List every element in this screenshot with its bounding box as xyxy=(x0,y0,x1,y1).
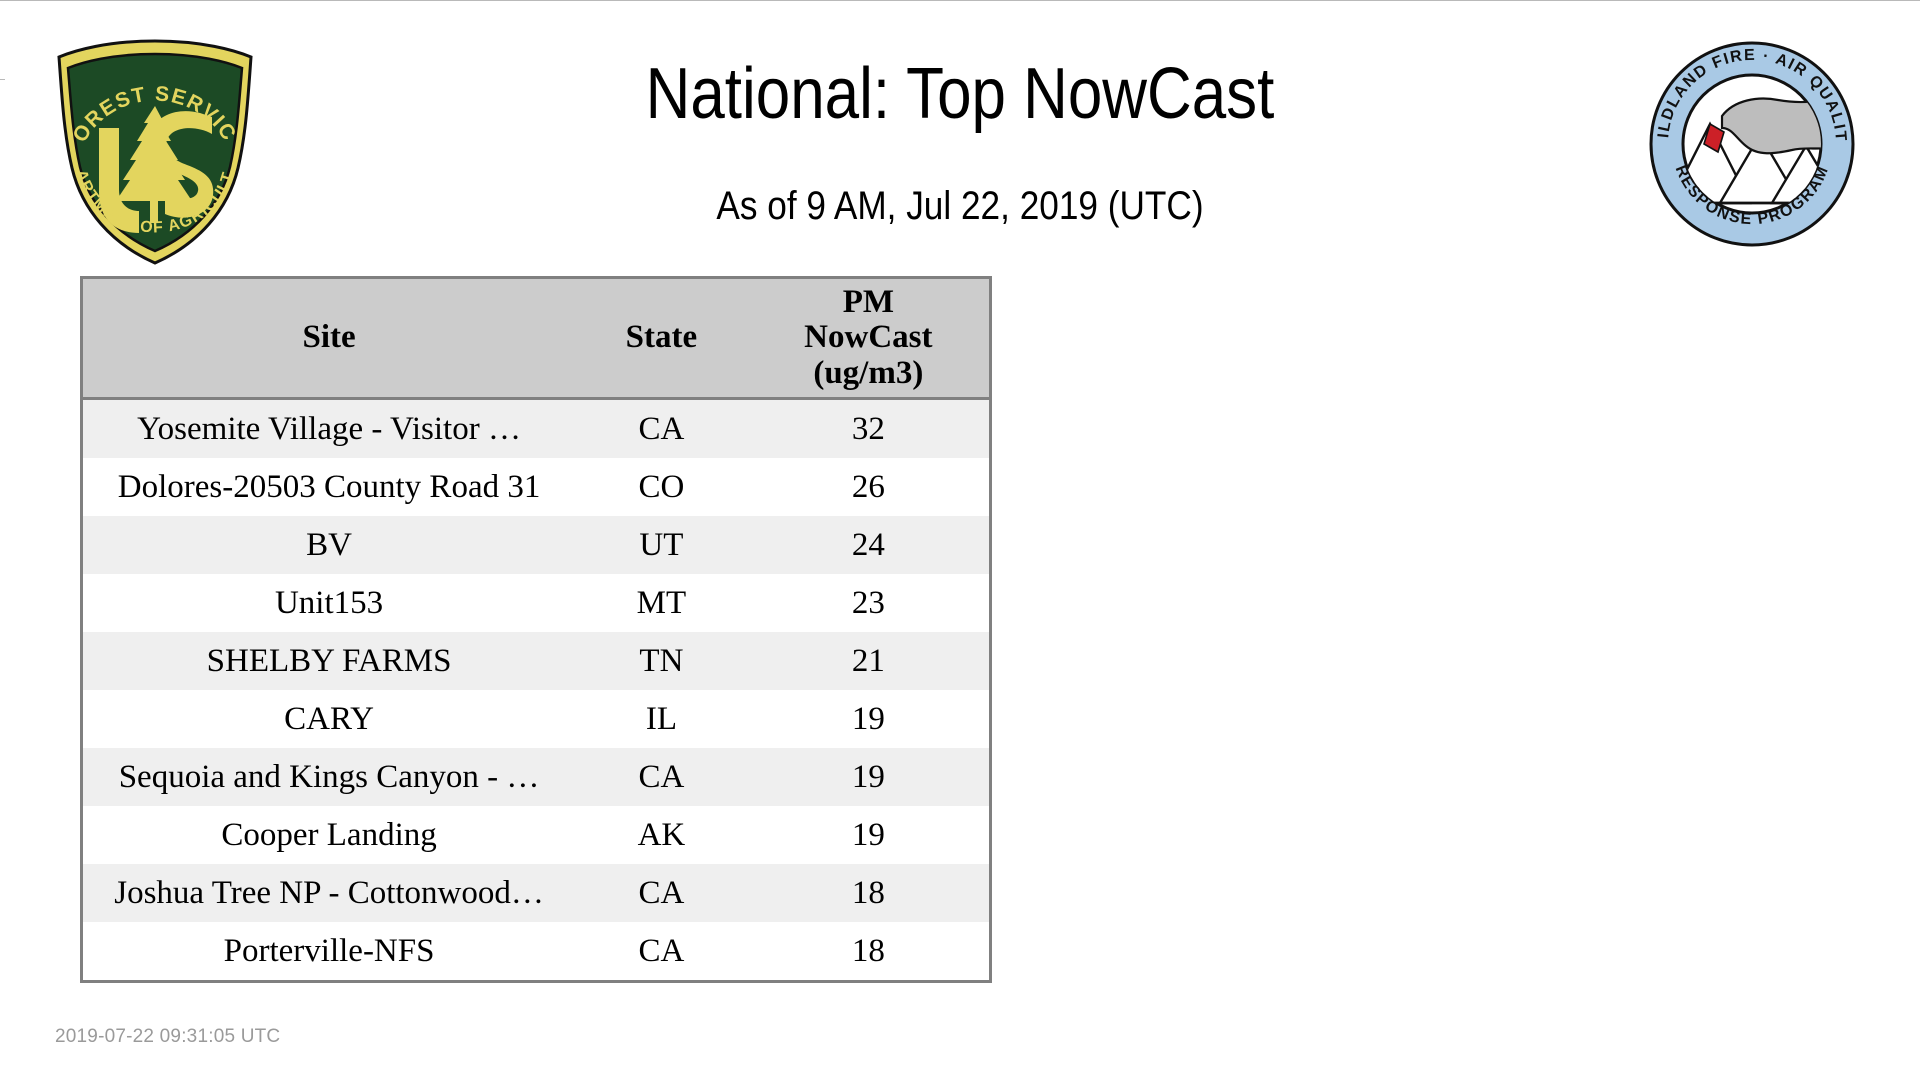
table-row: BV UT 24 xyxy=(81,516,991,574)
forest-service-shield-logo: FOREST SERVICE DEPARTMENT OF AGRICULTURE xyxy=(52,38,258,266)
left-edge-tick xyxy=(0,79,5,80)
cell-state: IL xyxy=(575,690,748,748)
table-row: Yosemite Village - Visitor … CA 32 xyxy=(81,398,991,458)
column-header-pm-line-1: PM xyxy=(842,283,894,320)
cell-pm: 23 xyxy=(747,574,991,632)
cell-pm: 18 xyxy=(747,922,991,982)
cell-pm: 24 xyxy=(747,516,991,574)
cell-site: Porterville-NFS xyxy=(81,922,576,982)
column-header-site: Site xyxy=(81,277,576,400)
cell-site: Sequoia and Kings Canyon - … xyxy=(81,748,576,806)
table-row: Sequoia and Kings Canyon - … CA 19 xyxy=(81,748,991,806)
table-row: Cooper Landing AK 19 xyxy=(81,806,991,864)
cell-site: Unit153 xyxy=(81,574,576,632)
cell-pm: 19 xyxy=(747,690,991,748)
top-nowcast-table: Site State PM NowCast (ug/m3) Yosemite V… xyxy=(80,276,992,983)
column-header-pm-line-3: (ug/m3) xyxy=(813,354,924,391)
footer-timestamp: 2019-07-22 09:31:05 UTC xyxy=(55,1026,281,1047)
cell-state: AK xyxy=(575,806,748,864)
cell-pm: 19 xyxy=(747,748,991,806)
table-header-row: Site State PM NowCast (ug/m3) xyxy=(81,277,991,400)
cell-site: Cooper Landing xyxy=(81,806,576,864)
cell-site: Yosemite Village - Visitor … xyxy=(81,398,576,458)
cell-pm: 26 xyxy=(747,458,991,516)
top-edge-rule xyxy=(0,0,1920,1)
cell-pm: 21 xyxy=(747,632,991,690)
table-row: Porterville-NFS CA 18 xyxy=(81,922,991,982)
cell-pm: 32 xyxy=(747,398,991,458)
page-title: National: Top NowCast xyxy=(645,54,1275,134)
cell-state: MT xyxy=(575,574,748,632)
table-row: SHELBY FARMS TN 21 xyxy=(81,632,991,690)
cell-site: BV xyxy=(81,516,576,574)
table-header: Site State PM NowCast (ug/m3) xyxy=(81,277,991,400)
cell-state: CA xyxy=(575,398,748,458)
cell-state: CA xyxy=(575,748,748,806)
cell-site: Joshua Tree NP - Cottonwood… xyxy=(81,864,576,922)
cell-state: CO xyxy=(575,458,748,516)
cell-state: TN xyxy=(575,632,748,690)
column-header-state: State xyxy=(575,277,748,400)
table-row: Joshua Tree NP - Cottonwood… CA 18 xyxy=(81,864,991,922)
nowcast-table-container: Site State PM NowCast (ug/m3) Yosemite V… xyxy=(80,276,992,983)
table-row: CARY IL 19 xyxy=(81,690,991,748)
cell-site: SHELBY FARMS xyxy=(81,632,576,690)
cell-site: CARY xyxy=(81,690,576,748)
cell-state: CA xyxy=(575,922,748,982)
table-row: Dolores-20503 County Road 31 CO 26 xyxy=(81,458,991,516)
wildland-fire-air-quality-logo: WILDLAND FIRE · AIR QUALITY RESPONSE PRO… xyxy=(1648,40,1856,248)
cell-pm: 19 xyxy=(747,806,991,864)
cell-site: Dolores-20503 County Road 31 xyxy=(81,458,576,516)
column-header-pm-nowcast: PM NowCast (ug/m3) xyxy=(747,277,991,400)
column-header-pm-line-2: NowCast xyxy=(804,319,933,356)
page-subtitle: As of 9 AM, Jul 22, 2019 (UTC) xyxy=(716,184,1204,228)
table-row: Unit153 MT 23 xyxy=(81,574,991,632)
cell-pm: 18 xyxy=(747,864,991,922)
cell-state: CA xyxy=(575,864,748,922)
cell-state: UT xyxy=(575,516,748,574)
table-body: Yosemite Village - Visitor … CA 32 Dolor… xyxy=(81,398,991,982)
